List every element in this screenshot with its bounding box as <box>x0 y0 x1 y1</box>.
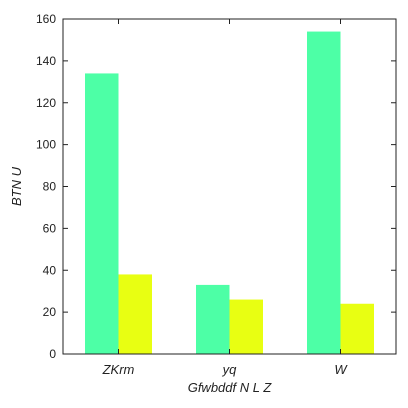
y-axis-label: BTN U <box>9 166 24 206</box>
x-axis-label: Gfwbddf N L Z <box>188 380 273 395</box>
x-tick-label: yq <box>222 362 238 377</box>
y-tick-label: 140 <box>36 54 56 68</box>
y-tick-label: 100 <box>36 138 56 152</box>
y-tick-label: 80 <box>43 180 57 194</box>
bar-W-series-2 <box>340 303 374 354</box>
bars-group <box>85 31 374 354</box>
bar-yq-series-2 <box>229 299 263 354</box>
y-tick-label: 120 <box>36 96 56 110</box>
bar-W-series-1 <box>307 31 341 354</box>
x-tick-label: ZKrm <box>102 362 135 377</box>
y-tick-label: 160 <box>36 12 56 26</box>
x-axis-ticks: ZKrm yq W <box>102 19 348 377</box>
y-tick-label: 60 <box>43 221 57 235</box>
y-tick-label: 0 <box>49 347 56 361</box>
bar-yq-series-1 <box>196 284 230 354</box>
y-tick-label: 40 <box>43 263 57 277</box>
y-tick-label: 20 <box>43 305 57 319</box>
plot-frame <box>62 18 397 355</box>
bar-ZKrm-series-2 <box>118 274 152 354</box>
x-tick-label: W <box>334 362 348 377</box>
bar-ZKrm-series-1 <box>85 73 119 354</box>
